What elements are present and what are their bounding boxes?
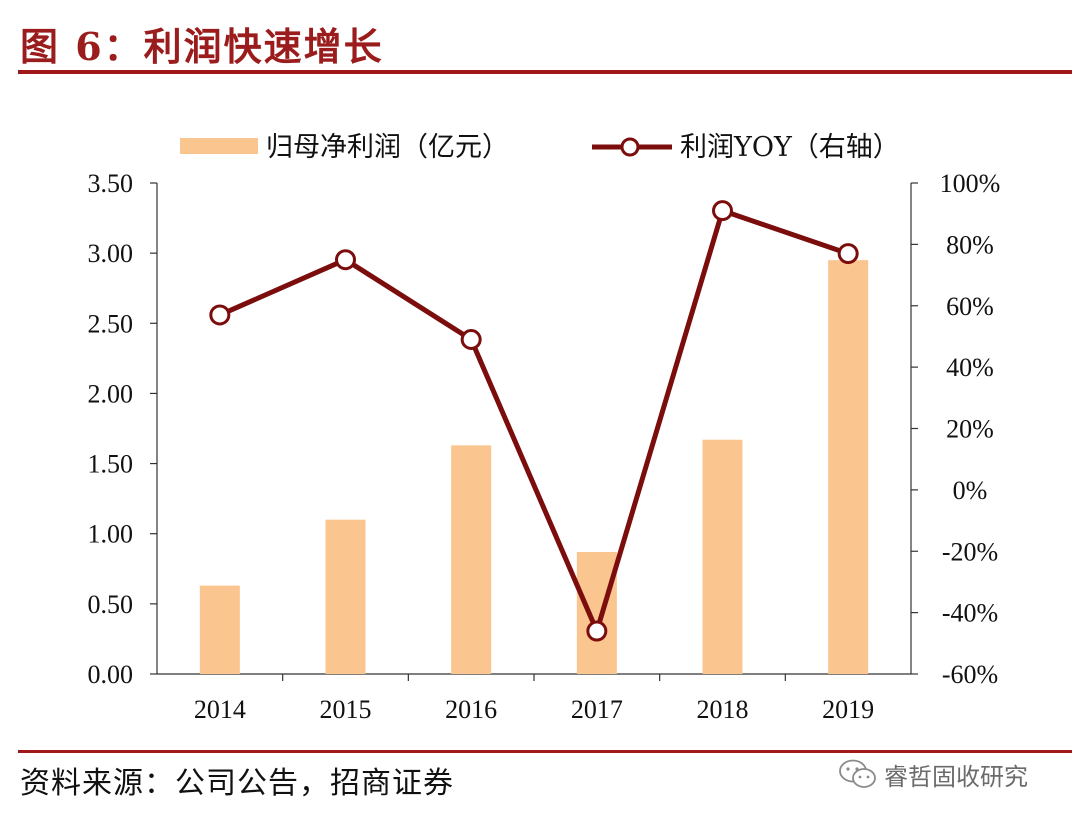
figure-title: 图 6：利润快速增长 — [20, 24, 384, 69]
right-tick-label: 100% — [940, 169, 1001, 198]
wechat-icon — [839, 759, 876, 788]
x-tick-label: 2016 — [445, 695, 497, 724]
profit-bar — [325, 519, 366, 674]
yoy-point — [712, 200, 733, 222]
legend-bar-label: 归母净利润（亿元） — [266, 132, 509, 163]
bottom-divider — [18, 750, 1072, 753]
top-divider — [18, 70, 1072, 74]
left-tick-label: 2.00 — [88, 379, 134, 408]
profit-bar — [199, 585, 240, 674]
left-tick-label: 0.50 — [88, 590, 134, 619]
bars — [199, 260, 869, 674]
x-tick-label: 2019 — [822, 695, 874, 724]
chart: 归母净利润（亿元） 利润YOY（右轴） 0.00 0.50 1.00 1.50 2.00… — [88, 132, 1001, 724]
yoy-polyline — [218, 208, 849, 634]
x-tick-label: 2014 — [194, 695, 246, 724]
right-tick-label: 40% — [946, 353, 994, 382]
legend-bar-swatch — [180, 138, 258, 154]
watermark-text: 睿哲固收研究 — [884, 762, 1028, 791]
right-tick-label: -60% — [942, 660, 998, 689]
profit-bar — [828, 260, 869, 674]
profit-bar — [451, 445, 492, 674]
source-note: 资料来源：公司公告，招商证券 — [20, 766, 454, 801]
x-tick-label: 2018 — [697, 695, 749, 724]
yoy-point — [460, 329, 482, 351]
watermark: 睿哲固收研究 — [838, 758, 1028, 791]
right-tick-label: 80% — [946, 230, 994, 259]
yoy-point — [209, 304, 231, 326]
profit-bar — [702, 439, 743, 674]
left-tick-label: 3.50 — [88, 169, 134, 198]
left-tick-label: 2.50 — [88, 309, 134, 338]
x-tick-label: 2017 — [571, 695, 623, 724]
axes: 0.00 0.50 1.00 1.50 2.00 2.50 3.00 3.50 -60% -40%… — [88, 169, 1001, 724]
legend-line-label: 利润YOY（右轴） — [680, 132, 900, 163]
left-tick-label: 0.00 — [88, 660, 134, 689]
legend: 归母净利润（亿元） 利润YOY（右轴） — [180, 132, 900, 163]
profit-bar — [576, 551, 617, 674]
legend-line-marker — [620, 137, 640, 157]
right-tick-label: -40% — [942, 599, 998, 628]
left-tick-label: 1.50 — [88, 450, 134, 479]
x-tick-label: 2015 — [320, 695, 372, 724]
yoy-line — [209, 200, 859, 642]
right-tick-label: 60% — [946, 292, 994, 321]
yoy-point — [837, 243, 859, 265]
yoy-point — [586, 620, 608, 642]
right-tick-label: 20% — [946, 415, 994, 444]
yoy-point — [335, 249, 356, 271]
left-tick-label: 3.00 — [88, 239, 134, 268]
left-tick-label: 1.00 — [88, 520, 134, 549]
right-tick-label: 0% — [953, 476, 988, 505]
right-tick-label: -20% — [942, 537, 998, 566]
